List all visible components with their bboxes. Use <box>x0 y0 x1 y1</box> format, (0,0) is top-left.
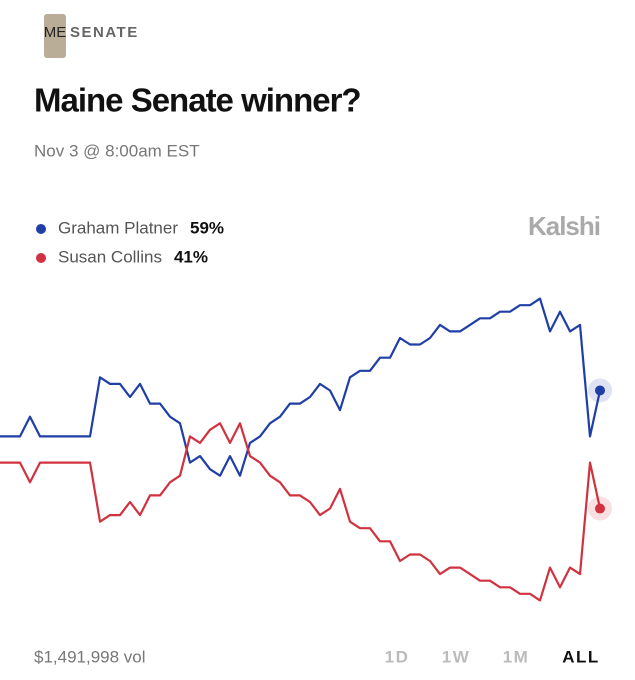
range-button[interactable]: 1M <box>503 647 530 666</box>
brand-logo: Kalshi <box>528 211 600 241</box>
title: Maine Senate winner? <box>34 82 361 119</box>
category: SENATE <box>70 24 139 41</box>
legend-value: 41% <box>174 247 208 266</box>
legend-swatch <box>36 224 46 234</box>
end-dot <box>595 503 605 514</box>
plot <box>0 297 612 602</box>
state-icon <box>44 14 66 58</box>
legend-swatch <box>36 253 46 263</box>
volume: $1,491,998 vol <box>34 647 146 666</box>
state-icon-text: ME <box>44 24 67 41</box>
legend-label: Susan Collins <box>58 247 162 266</box>
line <box>0 422 602 602</box>
range-button[interactable]: ALL <box>562 647 600 666</box>
legend-label: Graham Platner <box>58 218 178 237</box>
line <box>0 297 602 477</box>
range-button[interactable]: 1W <box>442 647 471 666</box>
end-dot <box>595 385 605 396</box>
range-button[interactable]: 1D <box>385 647 410 666</box>
legend: Graham Platner 59% Susan Collins 41% <box>36 218 224 266</box>
date: Nov 3 @ 8:00am EST <box>34 141 200 160</box>
legend-value: 59% <box>190 218 224 237</box>
range-buttons: 1D 1W 1M ALL <box>385 647 600 666</box>
